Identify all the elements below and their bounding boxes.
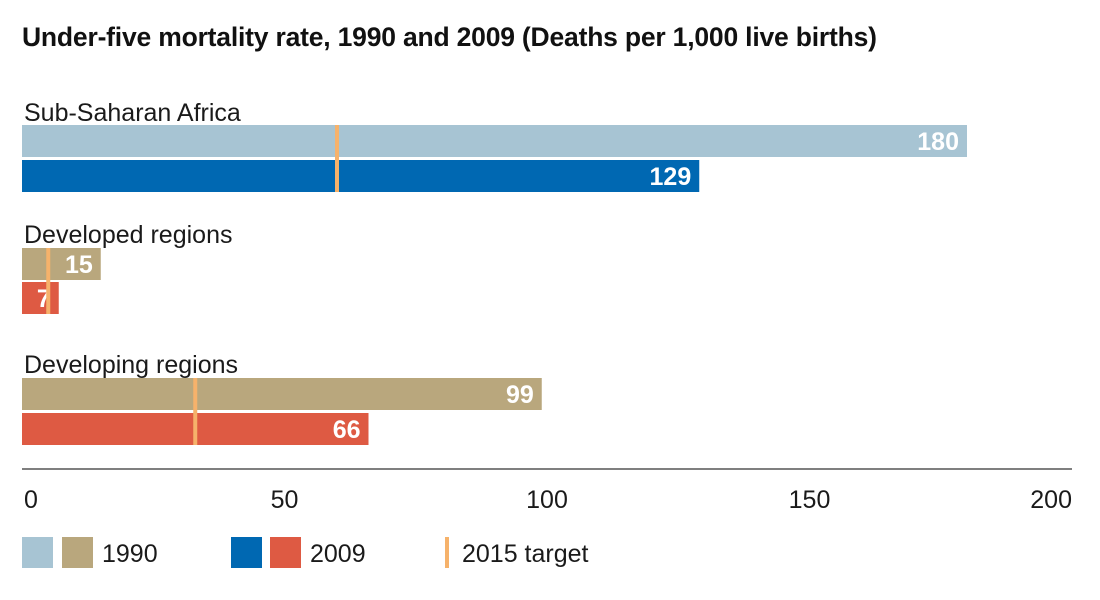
data-label-developed-regions-1990: 15	[65, 251, 93, 279]
target-line-developing-regions	[193, 378, 198, 445]
bar-developed-regions-2009	[22, 282, 59, 314]
legend-swatch-1990-region	[22, 537, 53, 568]
bar-sub-saharan-africa-1990	[22, 125, 967, 157]
data-label-developing-regions-1990: 99	[506, 381, 534, 409]
legend-swatch-2009-other	[270, 537, 301, 568]
x-tick-label-0: 0	[24, 486, 38, 514]
data-label-sub-saharan-africa-2009: 129	[650, 163, 692, 191]
legend-label-1990: 1990	[102, 540, 158, 568]
group-label-sub-saharan-africa: Sub-Saharan Africa	[24, 99, 241, 127]
group-label-developed-regions: Developed regions	[24, 221, 232, 249]
target-line-developed-regions	[46, 248, 51, 314]
bar-developing-regions-1990	[22, 378, 542, 410]
legend-swatch-2009-region	[231, 537, 262, 568]
x-tick-label-200: 200	[1030, 486, 1072, 514]
bar-sub-saharan-africa-2009	[22, 160, 700, 192]
legend-label-2009: 2009	[310, 540, 366, 568]
x-tick-label-150: 150	[789, 486, 831, 514]
legend-label-target: 2015 target	[462, 540, 589, 568]
bar-developed-regions-1990	[22, 248, 101, 280]
target-line-sub-saharan-africa	[335, 125, 339, 192]
legend-swatch-1990-other	[62, 537, 93, 568]
data-label-sub-saharan-africa-1990: 180	[917, 128, 959, 156]
x-tick-label-50: 50	[271, 486, 299, 514]
legend-swatch-target	[445, 537, 449, 568]
data-label-developing-regions-2009: 66	[333, 416, 361, 444]
chart-title: Under-five mortality rate, 1990 and 2009…	[22, 22, 877, 52]
group-label-developing-regions: Developing regions	[24, 351, 238, 379]
x-tick-label-100: 100	[526, 486, 568, 514]
